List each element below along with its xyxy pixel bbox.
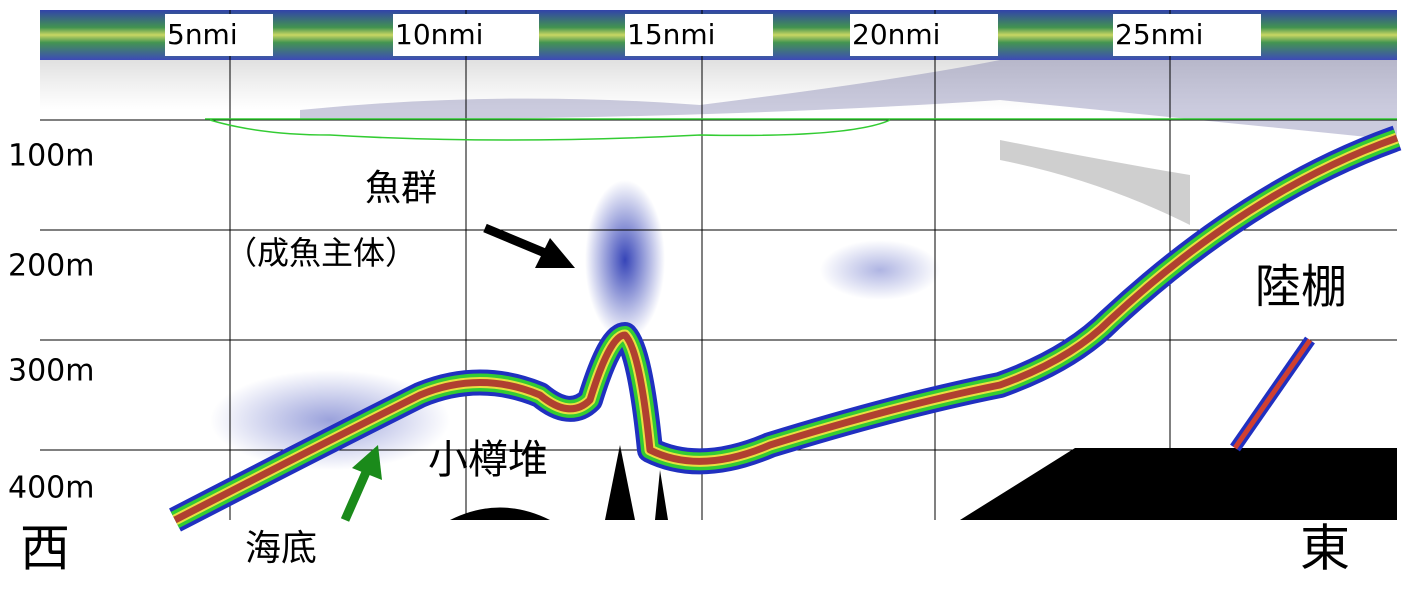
depth-label: 300m [8, 354, 94, 389]
west-label: 西 [20, 520, 70, 578]
distance-label: 5nmi [167, 18, 238, 51]
distance-label: 25nmi [1115, 18, 1203, 51]
east-label: 東 [1300, 520, 1350, 578]
seabed-label: 海底 [245, 528, 317, 569]
fish-school-echo [585, 180, 665, 340]
distance-label: 10nmi [395, 18, 483, 51]
depth-label: 400m [8, 471, 94, 506]
depth-label: 100m [8, 139, 94, 174]
distance-label: 15nmi [627, 18, 715, 51]
fish-school-label: 魚群 [365, 168, 437, 209]
shelf-label: 陸棚 [1255, 260, 1347, 314]
fish-echo [820, 240, 940, 300]
depth-label: 200m [8, 249, 94, 284]
echogram-figure: 5nmi 10nmi 15nmi 20nmi 25nmi 100m 200m 3… [0, 0, 1407, 586]
distance-label: 20nmi [852, 18, 940, 51]
fish-note-label: （成魚主体） [225, 234, 417, 272]
bank-label: 小樽堆 [428, 437, 548, 483]
